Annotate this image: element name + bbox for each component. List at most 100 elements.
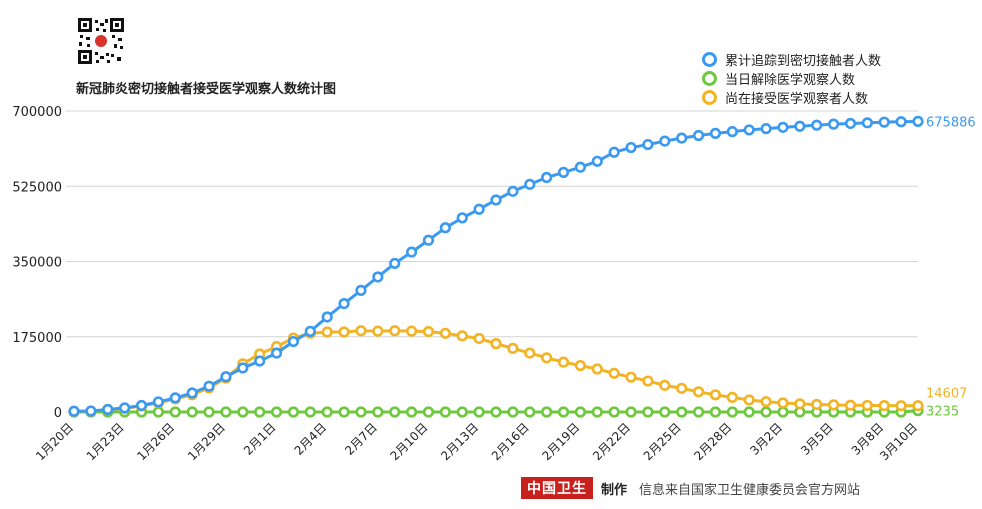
data-point: [777, 121, 789, 133]
data-point: [85, 405, 97, 417]
data-point: [203, 380, 215, 392]
data-point: [574, 359, 587, 372]
data-point: [422, 234, 435, 246]
legend-label-cumulative: 累计追踪到密切接触者人数: [725, 53, 882, 69]
data-point: [270, 406, 283, 418]
data-point: [676, 406, 688, 418]
data-point: [406, 246, 418, 258]
data-point: [743, 124, 755, 136]
made-by-label: 制作: [601, 482, 628, 498]
data-point: [287, 335, 300, 348]
data-point: [220, 406, 232, 418]
legend-item-under-observation: 尚在接受医学观察者人数: [702, 88, 881, 107]
data-point: [591, 363, 603, 375]
data-point: [608, 406, 620, 418]
data-point: [355, 284, 367, 296]
data-point: [827, 399, 840, 411]
data-point: [844, 399, 857, 411]
data-point: [355, 406, 367, 418]
data-point: [439, 406, 451, 418]
data-point: [659, 406, 671, 418]
data-point: [642, 138, 654, 151]
data-point: [827, 118, 840, 130]
data-point: [490, 406, 502, 418]
data-point: [861, 399, 873, 412]
legend-marker-released: [702, 70, 717, 86]
data-point: [254, 406, 266, 418]
data-point: [304, 406, 316, 418]
data-point: [659, 379, 671, 391]
data-point: [524, 406, 536, 418]
data-point: [726, 391, 738, 403]
footer: 中国卫生 制作 信息来自国家卫生健康委员会官方网站: [521, 477, 860, 499]
data-point: [743, 406, 755, 418]
x-tick-label: 3月5日: [798, 420, 836, 458]
data-point: [338, 297, 350, 310]
data-point: [220, 371, 232, 383]
x-tick-label: 1月26日: [134, 420, 177, 463]
data-point: [608, 367, 620, 379]
data-point: [490, 338, 502, 350]
y-tick-label: 0: [54, 406, 62, 421]
data-point: [524, 178, 536, 190]
x-tick-label: 3月2日: [747, 420, 785, 458]
data-point: [844, 117, 857, 130]
data-point: [709, 406, 722, 418]
data-point: [692, 406, 705, 418]
series-line: [73, 119, 919, 413]
data-point: [760, 396, 772, 408]
data-point: [878, 399, 890, 412]
data-point: [186, 387, 198, 399]
data-point: [186, 406, 198, 418]
data-point: [574, 161, 587, 173]
data-point: [557, 166, 570, 179]
data-point: [777, 397, 789, 409]
data-point: [591, 406, 603, 418]
data-point: [709, 389, 722, 401]
legend-marker-under-observation: [702, 89, 717, 105]
data-point: [659, 135, 671, 147]
data-point: [541, 406, 553, 418]
x-tick-label: 1月29日: [185, 420, 228, 463]
data-point: [726, 126, 738, 138]
data-point: [372, 325, 384, 337]
data-point: [304, 325, 316, 337]
chart-title: 新冠肺炎密切接触者接受医学观察人数统计图: [76, 82, 337, 97]
data-point: [895, 116, 907, 128]
data-point: [878, 116, 890, 128]
data-point: [507, 185, 519, 197]
data-point: [372, 406, 384, 418]
x-tick-label: 3月10日: [877, 420, 920, 463]
x-tick-label: 2月7日: [342, 420, 380, 458]
data-point: [811, 398, 823, 411]
data-point: [557, 356, 570, 368]
x-tick-label: 2月19日: [539, 420, 582, 463]
data-point: [794, 120, 806, 132]
data-point: [406, 325, 418, 337]
data-point: [507, 342, 519, 354]
data-point: [861, 117, 873, 129]
data-point: [473, 406, 485, 418]
data-point: [338, 406, 350, 418]
data-point: [372, 271, 384, 283]
data-point: [557, 406, 570, 418]
data-point: [912, 400, 924, 412]
data-point: [760, 123, 772, 135]
data-point: [676, 132, 688, 144]
data-point: [389, 257, 401, 270]
y-tick-label: 350000: [12, 256, 62, 271]
brand-logo: 中国卫生: [521, 477, 593, 499]
series-end-label: 3235: [926, 405, 959, 420]
qr-code: [78, 18, 124, 64]
data-point: [152, 406, 164, 418]
source-note: 信息来自国家卫生健康委员会官方网站: [639, 482, 861, 498]
data-point: [321, 326, 333, 338]
data-point: [270, 347, 283, 359]
data-point: [642, 406, 654, 418]
data-point: [422, 406, 435, 418]
data-point: [287, 406, 300, 418]
data-point: [473, 332, 485, 345]
data-point: [169, 406, 181, 418]
data-point: [102, 403, 114, 416]
